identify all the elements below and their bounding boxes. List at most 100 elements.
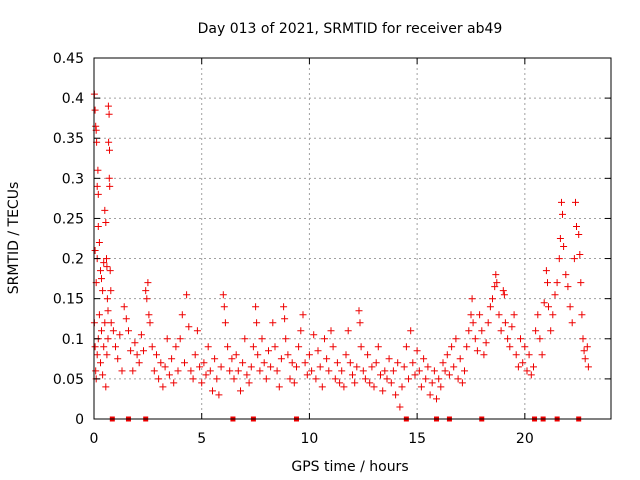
data-point bbox=[441, 367, 449, 375]
data-point bbox=[562, 271, 570, 279]
data-point bbox=[573, 223, 580, 230]
data-point bbox=[94, 190, 102, 198]
data-point bbox=[366, 379, 374, 387]
data-point bbox=[185, 323, 193, 331]
data-point bbox=[277, 355, 285, 363]
data-point bbox=[312, 375, 320, 383]
data-point bbox=[213, 375, 221, 383]
data-point bbox=[288, 359, 296, 367]
data-point bbox=[323, 355, 331, 363]
data-point bbox=[295, 343, 303, 351]
data-point bbox=[435, 375, 443, 383]
data-point bbox=[357, 343, 365, 351]
data-point bbox=[204, 343, 212, 351]
y-tick-label: 0.2 bbox=[62, 252, 84, 268]
x-tick-label: 5 bbox=[197, 431, 206, 447]
data-point bbox=[402, 343, 410, 351]
y-tick-label: 0.15 bbox=[53, 292, 84, 308]
data-point bbox=[356, 319, 364, 327]
data-point bbox=[385, 355, 393, 363]
data-point bbox=[480, 351, 488, 359]
data-point bbox=[168, 355, 176, 363]
data-point bbox=[439, 359, 447, 367]
data-point bbox=[157, 359, 165, 367]
data-point bbox=[253, 319, 261, 327]
data-point bbox=[471, 335, 479, 343]
data-point bbox=[570, 255, 578, 263]
data-point bbox=[97, 267, 104, 275]
plot-frame bbox=[93, 57, 612, 420]
data-point bbox=[566, 303, 574, 311]
x-tick-label: 15 bbox=[408, 431, 426, 447]
data-point bbox=[153, 351, 160, 359]
data-point bbox=[495, 311, 503, 319]
data-point bbox=[211, 355, 219, 363]
data-point bbox=[183, 291, 191, 299]
chart-title: Day 013 of 2021, SRMTID for receiver ab4… bbox=[198, 21, 503, 37]
data-point bbox=[521, 343, 529, 351]
data-point bbox=[95, 311, 103, 319]
data-point bbox=[413, 347, 421, 355]
data-point bbox=[114, 355, 122, 363]
data-point bbox=[346, 359, 354, 367]
data-point bbox=[99, 287, 107, 295]
data-point bbox=[116, 331, 124, 339]
data-point bbox=[551, 291, 559, 299]
data-point bbox=[106, 146, 113, 154]
data-point bbox=[468, 295, 476, 303]
data-point bbox=[556, 235, 564, 242]
data-point bbox=[564, 283, 572, 291]
data-point bbox=[269, 319, 277, 327]
data-point bbox=[281, 315, 289, 323]
data-point bbox=[525, 351, 533, 359]
data-point bbox=[426, 391, 434, 399]
data-point bbox=[91, 247, 99, 254]
data-point bbox=[333, 359, 341, 367]
data-point bbox=[450, 363, 458, 371]
data-point bbox=[109, 327, 117, 335]
data-point bbox=[142, 287, 150, 295]
data-point bbox=[191, 351, 199, 359]
data-point bbox=[161, 363, 169, 371]
data-point bbox=[519, 359, 527, 367]
data-point bbox=[396, 403, 404, 411]
data-point bbox=[448, 343, 456, 351]
data-point bbox=[523, 367, 531, 375]
x-axis-label: GPS time / hours bbox=[291, 459, 408, 475]
data-point bbox=[187, 367, 195, 375]
data-point bbox=[275, 383, 283, 391]
data-point bbox=[398, 383, 406, 391]
data-point bbox=[417, 383, 425, 391]
data-point bbox=[100, 343, 108, 351]
data-point bbox=[473, 347, 481, 355]
data-point bbox=[422, 375, 430, 383]
data-point bbox=[512, 351, 520, 359]
data-point bbox=[103, 351, 111, 359]
data-point bbox=[146, 319, 154, 327]
data-point bbox=[293, 363, 300, 371]
data-point bbox=[559, 210, 566, 218]
data-point bbox=[178, 311, 186, 319]
data-point bbox=[98, 327, 105, 335]
data-point bbox=[143, 295, 151, 303]
data-point bbox=[280, 303, 288, 311]
data-point bbox=[443, 351, 451, 359]
data-point bbox=[93, 182, 101, 190]
data-point bbox=[265, 347, 272, 355]
data-point bbox=[392, 391, 400, 399]
data-point bbox=[428, 379, 436, 387]
data-point bbox=[95, 239, 103, 246]
data-point bbox=[484, 319, 492, 327]
data-point bbox=[493, 279, 501, 287]
data-point bbox=[299, 311, 307, 319]
data-point bbox=[105, 174, 113, 182]
data-point bbox=[94, 166, 102, 174]
data-point bbox=[340, 383, 348, 391]
data-point bbox=[118, 367, 126, 375]
y-tick-label: 0.1 bbox=[62, 332, 84, 348]
data-point bbox=[120, 303, 128, 311]
data-point bbox=[458, 379, 466, 387]
data-point bbox=[93, 351, 101, 359]
data-point bbox=[555, 255, 563, 263]
